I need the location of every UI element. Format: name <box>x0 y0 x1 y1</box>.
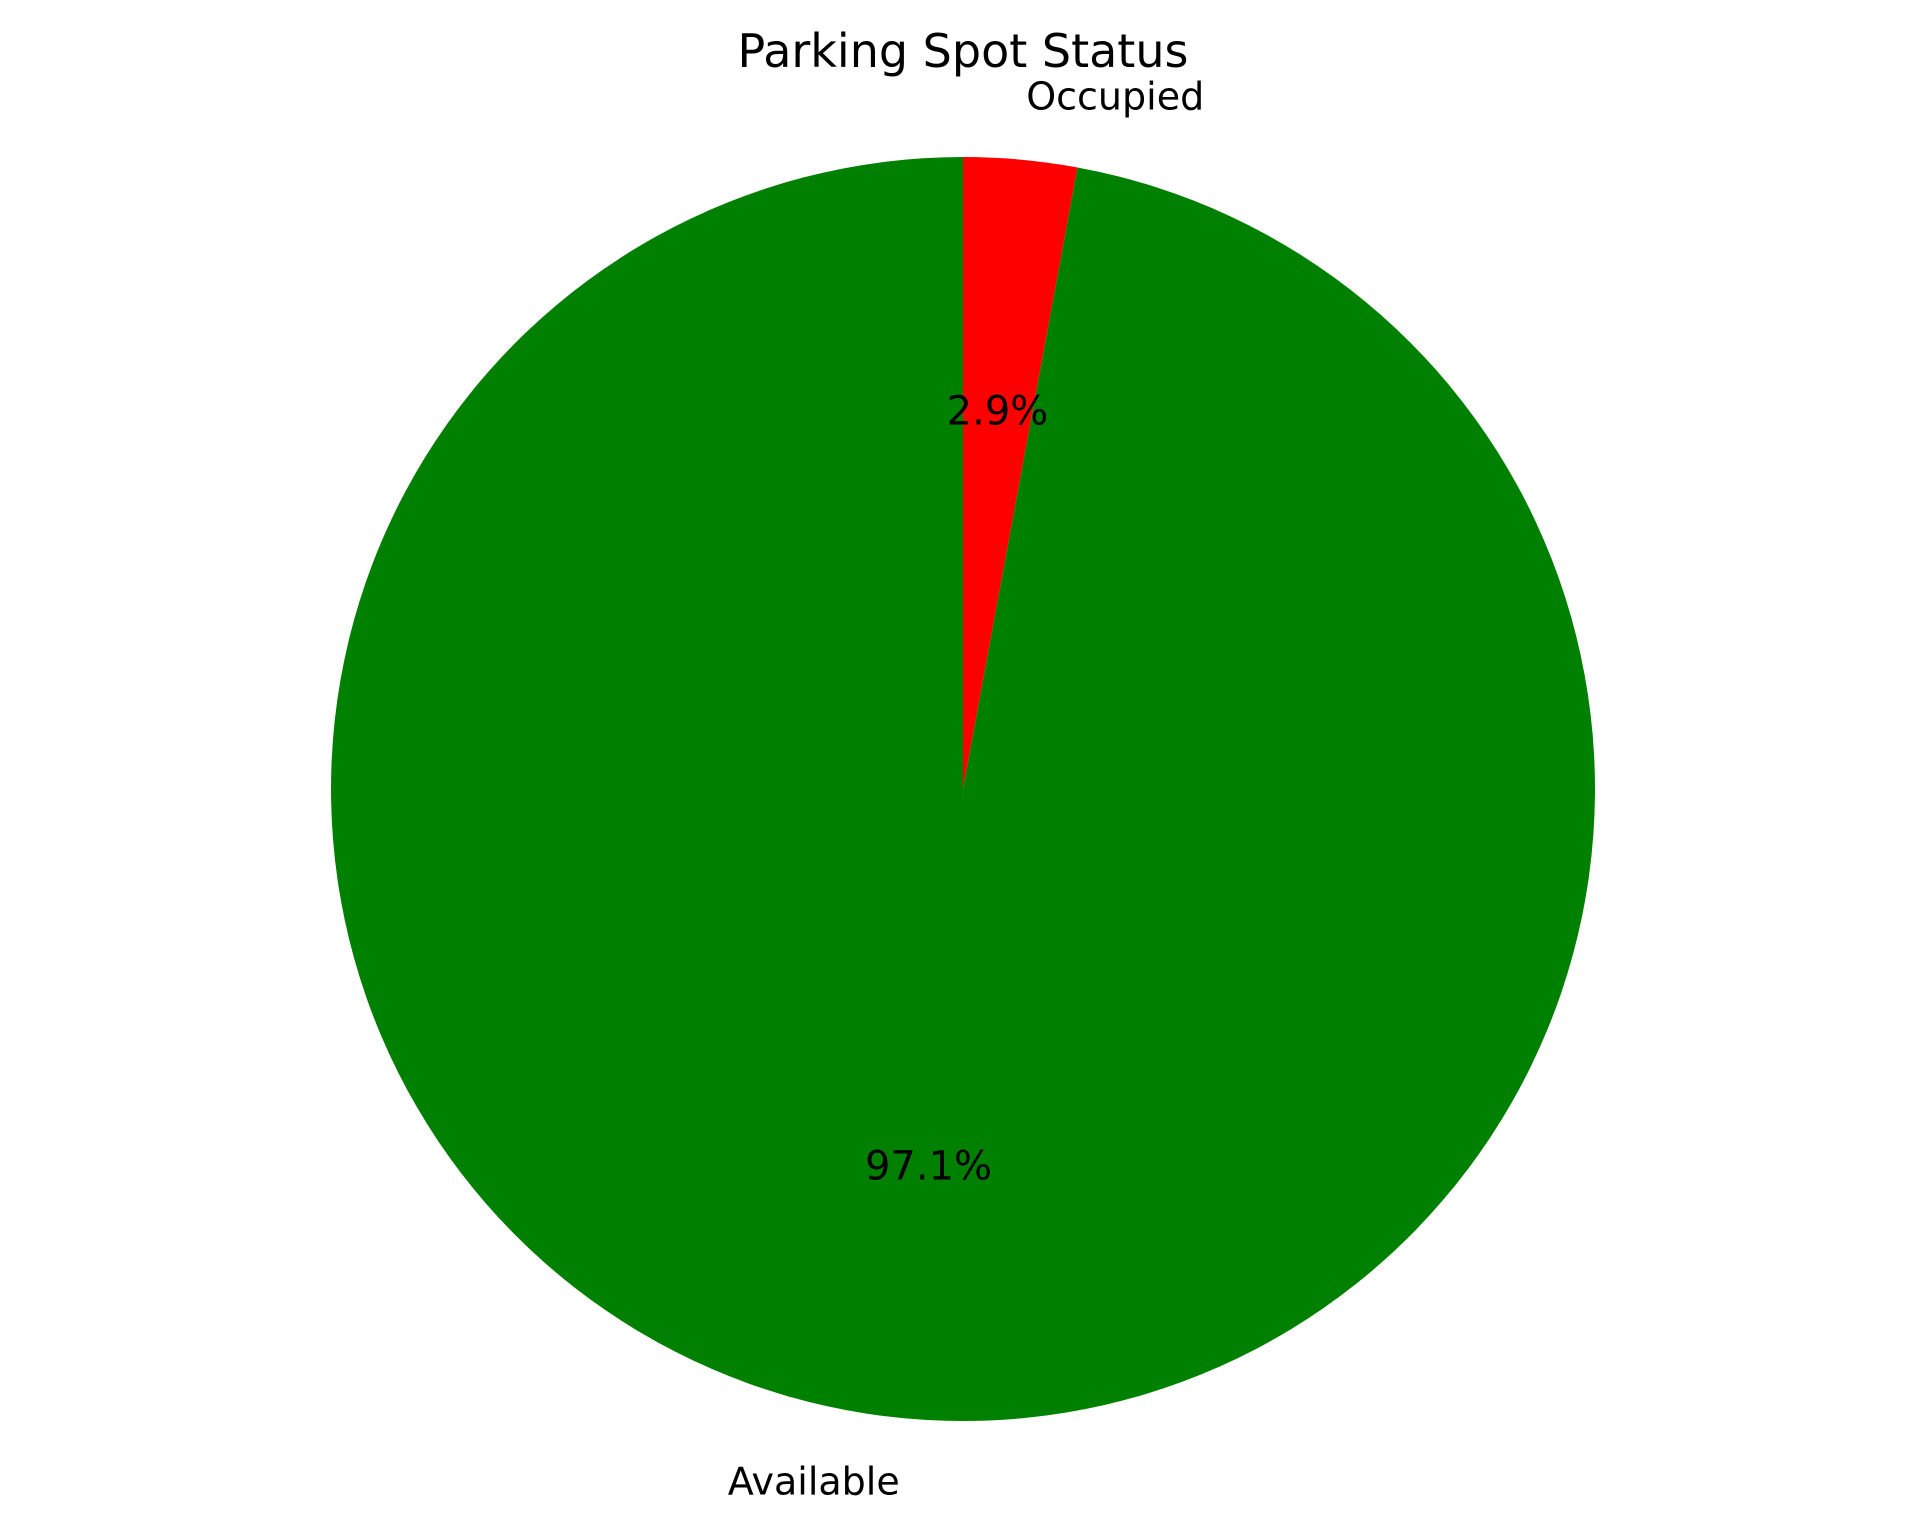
pie-slice-available <box>331 157 1596 1422</box>
pie-percent-labels: 2.9% 97.1% <box>865 388 1048 1189</box>
pie-slice-occupied <box>963 157 1078 789</box>
pie-slices <box>331 157 1596 1422</box>
pie-percent-label-available: 97.1% <box>865 1144 992 1190</box>
pie-percent-label-occupied: 2.9% <box>947 388 1049 434</box>
pie-category-label-occupied: Occupied <box>1026 75 1204 119</box>
chart-title: Parking Spot Status <box>738 24 1189 78</box>
pie-category-labels: Occupied Available <box>728 75 1204 1504</box>
pie-category-label-available: Available <box>728 1459 900 1503</box>
